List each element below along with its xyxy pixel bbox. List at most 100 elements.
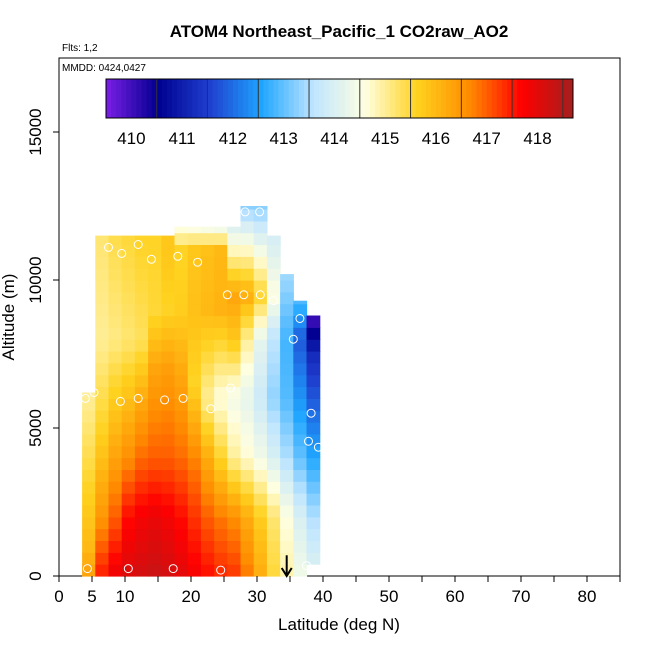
heatmap-cell	[280, 398, 294, 411]
colorbar-segment	[303, 79, 310, 118]
heatmap-cell	[227, 315, 242, 328]
heatmap-cell	[187, 469, 202, 482]
sample-point	[117, 248, 127, 258]
sample-point	[160, 395, 170, 405]
flights-label: Flts: 1,2	[62, 43, 98, 54]
heatmap-cell	[134, 457, 149, 470]
heatmap-cell	[227, 226, 242, 234]
heatmap-cell	[200, 528, 215, 541]
heatmap-cell	[187, 362, 202, 376]
sample-point	[302, 561, 311, 571]
heatmap-cell	[266, 540, 281, 553]
heatmap-cell	[108, 315, 123, 328]
heatmap-cell	[240, 445, 255, 459]
heatmap-cell	[293, 327, 308, 340]
heatmap-cell	[266, 516, 281, 530]
heatmap-cell	[148, 481, 162, 494]
y-tick-label: 5000	[26, 409, 45, 447]
heatmap-cell	[253, 244, 268, 257]
heatmap-cell	[108, 505, 123, 518]
heatmap-cell	[200, 422, 215, 435]
colorbar-tick-label: 412	[219, 129, 247, 148]
heatmap-cell	[82, 505, 96, 518]
sample-point	[239, 290, 249, 300]
heatmap-cell	[293, 300, 308, 305]
heatmap-cell	[266, 235, 281, 246]
heatmap-cell	[214, 244, 228, 257]
heatmap-cell	[174, 226, 189, 234]
heatmap-cell	[293, 564, 308, 577]
dates-label: MMDD: 0424,0427	[62, 63, 146, 74]
heatmap-cell	[200, 339, 215, 352]
heatmap-cell	[266, 280, 281, 293]
plot-frame	[58, 57, 621, 577]
heatmap-cell	[121, 540, 136, 553]
heatmap-cell	[187, 552, 202, 565]
heatmap-cell	[174, 339, 189, 352]
heatmap-cell	[134, 374, 149, 388]
colorbar-segment	[263, 79, 269, 118]
colorbar-segment	[202, 79, 209, 118]
colorbar-segment	[369, 79, 376, 118]
heatmap-column	[214, 226, 228, 577]
heatmap-cell	[121, 374, 136, 388]
heatmap-cell	[187, 303, 202, 317]
heatmap-cell	[148, 256, 162, 269]
heatmap-cell	[240, 564, 255, 577]
colorbar-segment	[298, 79, 305, 118]
sample-point	[226, 383, 236, 393]
heatmap-cell	[121, 410, 136, 423]
heatmap-cell	[266, 315, 281, 328]
heatmap-cell	[214, 374, 228, 388]
heatmap-cell	[161, 327, 176, 340]
heatmap-cell	[121, 422, 136, 435]
sample-points	[80, 207, 323, 575]
heatmap-cell	[134, 303, 149, 317]
heatmap-cell	[161, 493, 176, 506]
x-tick-label: 30	[248, 587, 267, 606]
heatmap-cell	[214, 516, 228, 530]
heatmap-cell	[134, 564, 149, 577]
heatmap-cell	[240, 433, 255, 447]
heatmap-cell	[108, 256, 123, 269]
heatmap-cell	[200, 386, 215, 399]
sample-point	[168, 564, 178, 574]
heatmap-cell	[253, 516, 268, 530]
heatmap-cell	[253, 540, 268, 553]
y-tick-label: 10000	[26, 256, 45, 303]
colorbar-segment	[212, 79, 219, 118]
heatmap-cell	[108, 433, 123, 447]
colorbar-segment	[227, 79, 234, 118]
heatmap-cell	[214, 540, 228, 553]
sample-point	[89, 388, 99, 397]
heatmap-cell	[95, 268, 110, 281]
colorbar-tick-label: 414	[320, 129, 348, 148]
heatmap-cell	[227, 552, 242, 565]
heatmap-cell	[148, 244, 162, 257]
sample-point	[80, 393, 90, 403]
heatmap-cell	[174, 362, 189, 376]
heatmap-cell	[161, 457, 176, 470]
heatmap-cell	[293, 422, 308, 435]
heatmap-cell	[200, 445, 215, 459]
heatmap-cell	[200, 505, 215, 518]
colorbar-segment	[177, 79, 183, 118]
heatmap-cell	[121, 235, 136, 246]
heatmap-cell	[108, 339, 123, 352]
colorbar-segment	[161, 79, 168, 118]
colorbar-segment	[375, 79, 381, 118]
x-tick-label: 60	[446, 587, 465, 606]
colorbar-segment	[552, 79, 559, 118]
heatmap-cell	[280, 274, 294, 281]
heatmap-cell	[161, 386, 176, 399]
heatmap-cell	[266, 291, 281, 305]
colorbar-segment	[501, 79, 508, 118]
heatmap-cell	[161, 291, 176, 305]
colorbar-segment	[390, 79, 396, 118]
heatmap-cell	[174, 410, 189, 423]
colorbar-segment	[359, 79, 366, 118]
heatmap-cell	[200, 398, 215, 411]
heatmap-cell	[240, 339, 255, 352]
heatmap-cell	[227, 339, 242, 352]
